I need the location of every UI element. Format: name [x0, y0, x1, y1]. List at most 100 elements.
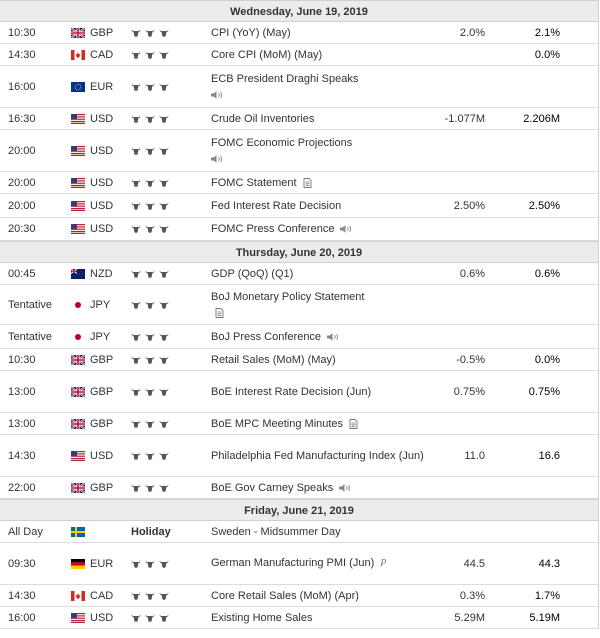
event-title[interactable]: BoJ Press Conference	[211, 330, 322, 343]
event-title[interactable]: Sweden - Midsummer Day	[211, 525, 341, 538]
event-title[interactable]: FOMC Statement	[211, 176, 297, 189]
event-row[interactable]: 14:30 CAD Core Retail Sales (MoM) (Apr) 0.3…	[0, 585, 598, 607]
event-name[interactable]: Core Retail Sales (MoM) (Apr)	[211, 585, 458, 606]
bull-head-icon	[145, 591, 155, 601]
bull-head-icon	[131, 483, 141, 493]
document-icon[interactable]	[349, 418, 358, 429]
importance-indicator	[131, 435, 169, 476]
event-row[interactable]: 16:30 USD Crude Oil Inventories -1.077M 2.20…	[0, 108, 598, 130]
event-time: All Day	[8, 525, 43, 538]
event-title[interactable]: BoE Gov Carney Speaks	[211, 481, 334, 494]
event-title[interactable]: Core CPI (MoM) (May)	[211, 48, 323, 61]
event-row[interactable]: 20:00 USD FOMC Statement	[0, 172, 598, 194]
currency-code: CAD	[90, 589, 114, 602]
document-icon[interactable]	[303, 177, 312, 188]
bull-head-icon	[159, 50, 169, 60]
event-row[interactable]: 00:45 NZD GDP (QoQ) (Q1) 0.6% 0.6%	[0, 263, 598, 285]
bull-head-icon	[131, 355, 141, 365]
bull-head-icon	[145, 355, 155, 365]
event-row[interactable]: 20:00 USD FOMC Economic Projections	[0, 130, 598, 172]
event-title[interactable]: Core Retail Sales (MoM) (Apr)	[211, 589, 359, 602]
event-row[interactable]: 16:00 EUR ECB President Draghi Speaks	[0, 66, 598, 108]
event-title[interactable]: Existing Home Sales	[211, 611, 313, 624]
event-title[interactable]: Philadelphia Fed Manufacturing Index (Ju…	[211, 449, 424, 462]
event-time: 13:00	[8, 417, 36, 430]
event-title[interactable]: CPI (YoY) (May)	[211, 26, 291, 39]
forecast-value: 0.0%	[534, 48, 560, 61]
event-row[interactable]: Tentative JPY BoJ Monetary Policy Statemen…	[0, 285, 598, 325]
event-row[interactable]: 10:30 GBP Retail Sales (MoM) (May) -0.5% 0.0…	[0, 349, 598, 371]
event-title[interactable]: German Manufacturing PMI (Jun)	[211, 557, 375, 570]
event-name[interactable]: Crude Oil Inventories	[211, 108, 458, 129]
speaker-icon[interactable]	[340, 225, 354, 233]
speaker-icon[interactable]	[211, 90, 225, 99]
event-title[interactable]: FOMC Press Conference	[211, 223, 335, 235]
event-row[interactable]: 16:00 USD Existing Home Sales 5.29M 5.19M	[0, 607, 598, 629]
us-flag-icon	[71, 177, 85, 188]
bull-head-icon	[131, 559, 141, 569]
event-title[interactable]: BoE MPC Meeting Minutes	[211, 417, 344, 430]
event-name[interactable]: FOMC Economic Projections	[211, 130, 458, 171]
event-title[interactable]: BoE Interest Rate Decision (Jun)	[211, 385, 372, 398]
event-row[interactable]: All Day Holiday Sweden - Midsummer Day	[0, 521, 598, 543]
event-time: 14:30	[8, 48, 36, 61]
event-name[interactable]: FOMC Press Conference	[211, 218, 458, 240]
event-title[interactable]: FOMC Economic Projections	[211, 136, 353, 149]
event-title[interactable]: ECB President Draghi Speaks	[211, 72, 359, 85]
bull-head-icon	[145, 114, 155, 124]
event-row[interactable]: 10:30 GBP CPI (YoY) (May) 2.0% 2.1%	[0, 22, 598, 44]
speaker-icon[interactable]	[339, 483, 353, 492]
event-row[interactable]: 14:30 USD Philadelphia Fed Manufacturing I…	[0, 435, 598, 477]
event-row[interactable]: 13:00 GBP BoE Interest Rate Decision (Jun)…	[0, 371, 598, 413]
bull-head-icon	[145, 387, 155, 397]
event-name[interactable]: German Manufacturing PMI (Jun) P	[211, 543, 458, 584]
bull-head-icon	[159, 269, 169, 279]
event-name[interactable]: CPI (YoY) (May)	[211, 22, 458, 43]
document-icon[interactable]	[215, 307, 224, 318]
event-title[interactable]: BoJ Monetary Policy Statement	[211, 290, 365, 303]
bull-head-icon	[159, 300, 169, 310]
bull-head-icon	[131, 28, 141, 38]
event-name[interactable]: FOMC Statement	[211, 172, 458, 193]
event-name[interactable]: BoJ Press Conference	[211, 325, 458, 348]
event-title[interactable]: Crude Oil Inventories	[211, 112, 315, 125]
currency-code: USD	[90, 199, 114, 212]
event-time: 09:30	[8, 557, 36, 570]
actual-value: 0.6%	[459, 267, 485, 280]
forecast-value: 2.206M	[523, 112, 560, 125]
event-name[interactable]: Philadelphia Fed Manufacturing Index (Ju…	[211, 435, 458, 476]
event-row[interactable]: 13:00 GBP BoE MPC Meeting Minutes	[0, 413, 598, 435]
event-title[interactable]: GDP (QoQ) (Q1)	[211, 267, 294, 280]
event-row[interactable]: 09:30 EUR German Manufacturing PMI (Jun) P 4…	[0, 543, 598, 585]
event-name[interactable]: ECB President Draghi Speaks	[211, 66, 458, 107]
event-name[interactable]: GDP (QoQ) (Q1)	[211, 263, 458, 284]
event-name[interactable]: Existing Home Sales	[211, 607, 458, 628]
event-name[interactable]: Core CPI (MoM) (May)	[211, 44, 458, 65]
event-title[interactable]: Fed Interest Rate Decision	[211, 199, 342, 212]
event-row[interactable]: 20:00 USD Fed Interest Rate Decision 2.50% 2…	[0, 194, 598, 218]
importance-indicator	[131, 130, 169, 171]
event-name[interactable]: Sweden - Midsummer Day	[211, 521, 458, 542]
importance-indicator	[131, 413, 169, 434]
currency-code: USD	[90, 176, 114, 189]
event-row[interactable]: Tentative JPY BoJ Press Conference	[0, 325, 598, 349]
event-name[interactable]: BoE MPC Meeting Minutes	[211, 413, 458, 434]
event-name[interactable]: BoE Interest Rate Decision (Jun)	[211, 371, 458, 412]
day-header: Thursday, June 20, 2019	[0, 241, 598, 263]
event-name[interactable]: BoJ Monetary Policy Statement	[211, 285, 458, 324]
event-row[interactable]: 20:30 USD FOMC Press Conference	[0, 218, 598, 241]
event-name[interactable]: Retail Sales (MoM) (May)	[211, 349, 458, 370]
speaker-icon[interactable]	[327, 332, 341, 341]
event-name[interactable]: BoE Gov Carney Speaks	[211, 477, 458, 498]
currency-code: GBP	[90, 385, 114, 398]
us-flag-icon	[71, 612, 85, 623]
actual-value: 5.29M	[454, 611, 485, 624]
currency-code: JPY	[90, 330, 111, 343]
event-time: 20:30	[8, 223, 36, 235]
event-name[interactable]: Fed Interest Rate Decision	[211, 194, 458, 217]
bull-head-icon	[131, 332, 141, 342]
speaker-icon[interactable]	[211, 154, 225, 163]
event-title[interactable]: Retail Sales (MoM) (May)	[211, 353, 336, 366]
event-row[interactable]: 22:00 GBP BoE Gov Carney Speaks	[0, 477, 598, 499]
event-row[interactable]: 14:30 CAD Core CPI (MoM) (May) 0.0%	[0, 44, 598, 66]
